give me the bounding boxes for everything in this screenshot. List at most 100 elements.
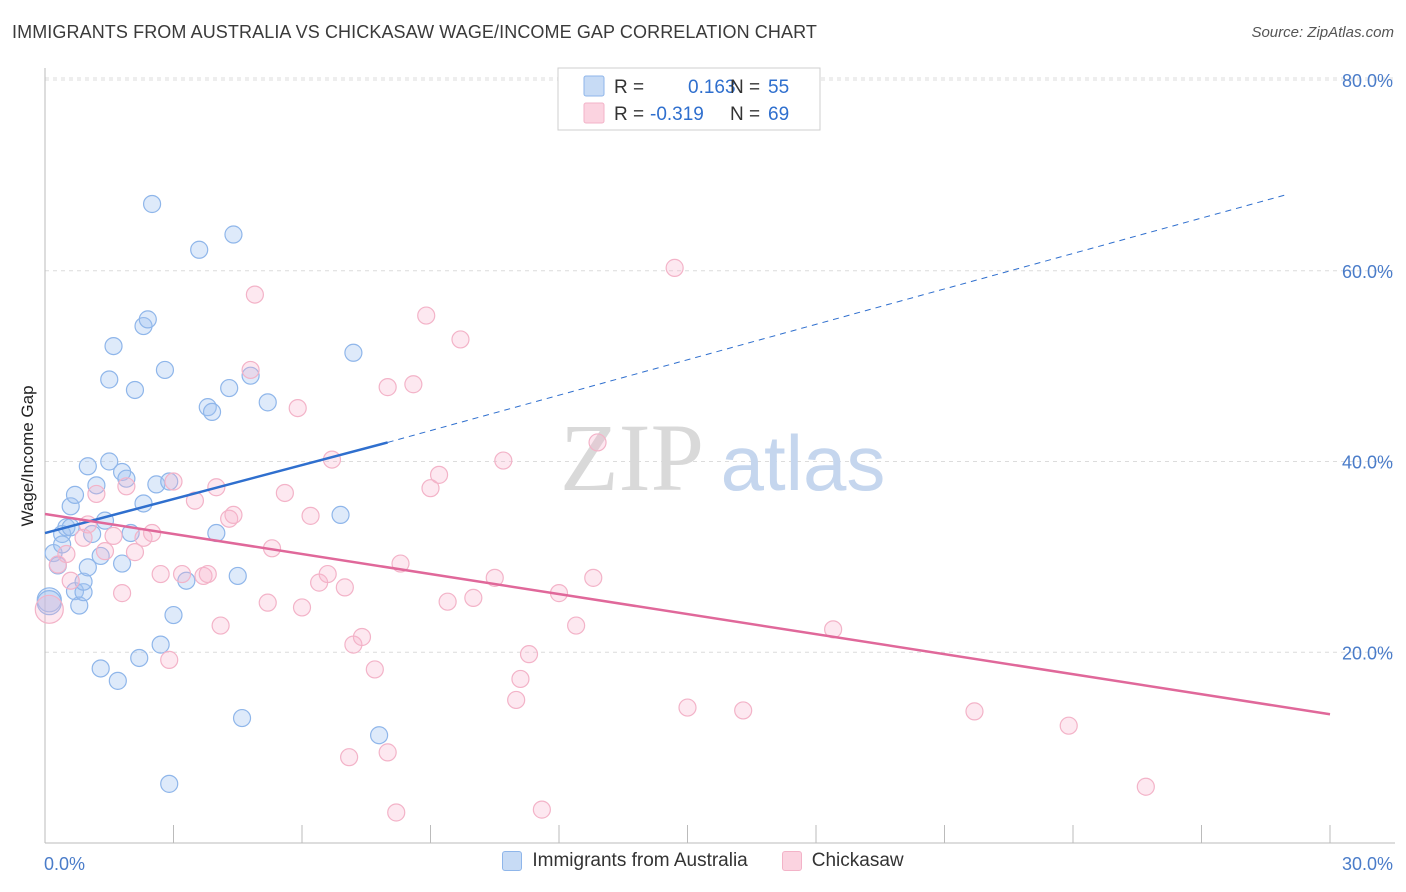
chickasaw-point (74, 528, 93, 547)
chickasaw-point (172, 564, 192, 584)
legend-swatch-chickasaw (781, 851, 802, 871)
chickasaw-point (245, 285, 264, 304)
legend-item-australia[interactable]: Immigrants from Australia (502, 850, 748, 872)
australia-point (65, 485, 85, 504)
australia-point (108, 671, 127, 690)
series-chickasaw-points (34, 258, 1155, 822)
chickasaw-point (451, 330, 470, 349)
chickasaw-point (125, 543, 145, 562)
chickasaw-point (87, 484, 106, 504)
australia-point (164, 605, 183, 625)
chickasaw-point (57, 544, 76, 564)
watermark-atlas: atlas (721, 419, 886, 507)
chickasaw-point (198, 564, 217, 584)
y-tick-label: 20.0% (1342, 643, 1393, 663)
series-legend: Immigrants from Australia Chickasaw (0, 850, 1406, 872)
chickasaw-point (365, 660, 384, 679)
chickasaw-point (429, 465, 449, 484)
chickasaw-point (734, 701, 753, 720)
chickasaw-point (112, 584, 132, 603)
y-tick-label: 60.0% (1342, 262, 1393, 282)
australia-point (160, 472, 179, 491)
australia-point (138, 310, 157, 329)
trend-line-australia-extension (387, 193, 1288, 443)
chickasaw-point (464, 588, 483, 607)
watermark: ZIP atlas (560, 404, 885, 511)
chart-title: IMMIGRANTS FROM AUSTRALIA VS CHICKASAW W… (12, 22, 817, 42)
legend-n-australia: 55 (768, 77, 789, 98)
chickasaw-point (164, 472, 183, 491)
australia-point (160, 774, 179, 793)
chickasaw-point (34, 594, 64, 624)
chickasaw-point (275, 483, 294, 503)
chickasaw-point (417, 306, 436, 325)
chickasaw-point (241, 360, 260, 380)
trend-line-australia (44, 441, 388, 535)
trend-lines (44, 193, 1331, 716)
chickasaw-point (1059, 716, 1078, 735)
australia-point (100, 370, 119, 389)
watermark-zip: ZIP (560, 404, 704, 511)
australia-point (224, 225, 243, 244)
australia-point (125, 380, 145, 400)
australia-point (61, 497, 80, 516)
chickasaw-point (340, 748, 359, 767)
series-australia-points (36, 194, 389, 793)
australia-point (220, 378, 239, 398)
australia-point (117, 469, 136, 488)
australia-point (53, 535, 72, 554)
legend-label-australia: Immigrants from Australia (532, 850, 748, 871)
chickasaw-point (665, 258, 684, 277)
legend-swatch-australia (583, 75, 605, 97)
australia-point (241, 366, 260, 385)
chickasaw-point (224, 505, 243, 525)
australia-point (142, 194, 162, 214)
chickasaw-point (378, 743, 397, 762)
australia-point (228, 566, 247, 586)
australia-point (155, 360, 175, 380)
australia-point (83, 524, 102, 544)
chickasaw-point (404, 375, 423, 394)
source-label: Source: ZipAtlas.com (1251, 24, 1394, 41)
australia-point (91, 659, 110, 678)
chickasaw-point (160, 650, 179, 669)
australia-point (74, 572, 93, 591)
legend-r-chickasaw: -0.319 (650, 104, 704, 125)
australia-point (74, 583, 93, 602)
chickasaw-point (421, 479, 440, 498)
stats-legend: R = 0.163 N = 55 R = -0.319 N = 69 (557, 67, 821, 131)
legend-r-australia: 0.163 (688, 77, 736, 98)
axes (44, 68, 1395, 844)
legend-item-chickasaw[interactable]: Chickasaw (781, 850, 904, 872)
legend-n-label: N = (730, 104, 760, 125)
chickasaw-point (519, 645, 539, 664)
chickasaw-point (258, 593, 277, 612)
australia-point (232, 708, 252, 728)
chickasaw-point (142, 523, 162, 543)
chickasaw-point (438, 592, 457, 611)
australia-point (331, 505, 350, 525)
legend-n-label: N = (730, 77, 760, 98)
x-tick-label-end: 30.0% (1342, 854, 1393, 874)
australia-point (78, 457, 97, 476)
y-axis-title: Wage/Income Gap (18, 385, 37, 526)
y-tick-label: 80.0% (1342, 71, 1393, 91)
australia-point (78, 558, 97, 577)
chickasaw-point (387, 803, 406, 822)
australia-point (104, 336, 123, 356)
chickasaw-point (965, 702, 984, 721)
chickasaw-point (567, 616, 586, 635)
chickasaw-point (352, 627, 372, 647)
legend-r-label: R = (614, 77, 644, 98)
trend-line-chickasaw (44, 512, 1331, 716)
australia-point (130, 648, 149, 668)
australia-point (190, 240, 209, 259)
chickasaw-point (678, 698, 697, 717)
legend-n-chickasaw: 69 (768, 104, 789, 125)
australia-point (70, 596, 89, 615)
chickasaw-point (104, 526, 123, 545)
chickasaw-point (292, 598, 312, 617)
legend-r-label: R = (614, 104, 644, 125)
chickasaw-point (588, 433, 607, 452)
chickasaw-point (378, 378, 397, 397)
